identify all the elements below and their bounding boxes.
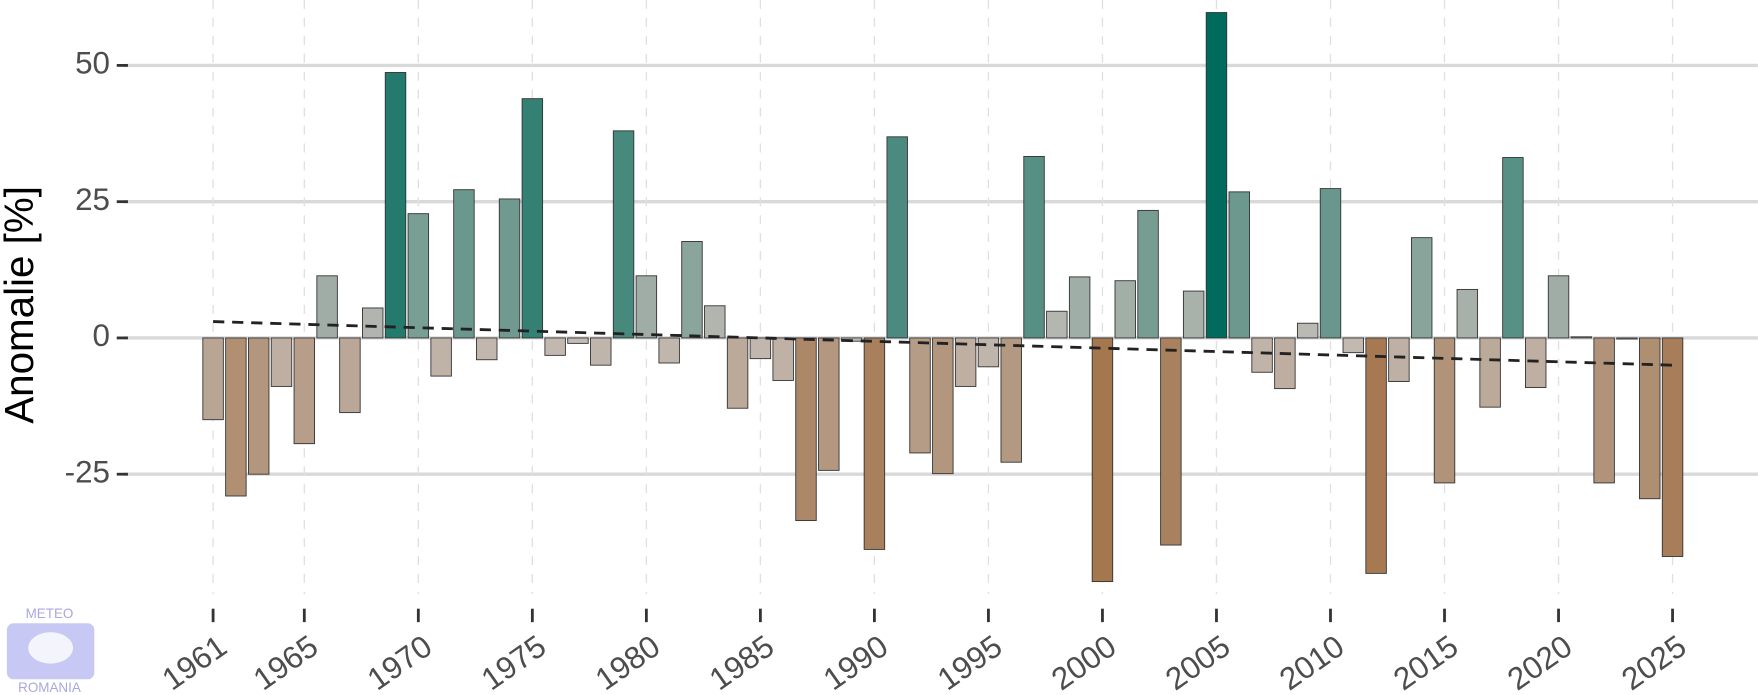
bar	[453, 189, 475, 339]
bar	[612, 130, 635, 339]
logo-sun	[28, 632, 74, 664]
bar	[1433, 337, 1456, 484]
bar	[1547, 275, 1570, 339]
bar	[1502, 157, 1524, 339]
bar	[430, 337, 452, 377]
bar	[1456, 288, 1479, 339]
logo-text: METEO	[26, 606, 74, 621]
bar	[1274, 337, 1296, 390]
bar	[658, 337, 680, 364]
bar	[1525, 337, 1547, 388]
x-tick-label: 2000	[1045, 628, 1122, 695]
bar	[1342, 337, 1365, 354]
bar	[886, 136, 908, 339]
bar	[567, 337, 589, 344]
bar	[1091, 337, 1114, 583]
bar	[772, 337, 794, 381]
bar	[544, 337, 566, 356]
bar	[316, 275, 338, 339]
bar	[1046, 310, 1068, 339]
y-axis-label: Anomalie [%]	[0, 186, 42, 424]
bar	[1479, 337, 1501, 408]
bar	[1593, 337, 1615, 484]
x-tick-label: 2005	[1159, 628, 1236, 695]
bar	[225, 337, 247, 497]
bar	[1228, 191, 1250, 339]
bar	[1639, 337, 1661, 500]
x-tick-label: 1961	[156, 628, 233, 695]
x-tick-label: 2020	[1501, 628, 1578, 695]
bar	[932, 337, 954, 475]
bar	[498, 198, 521, 339]
bar	[590, 337, 612, 366]
y-tick-label: -25	[65, 454, 110, 489]
bar	[704, 305, 726, 339]
bar	[1296, 322, 1319, 339]
bar	[954, 337, 977, 387]
bar	[1570, 336, 1593, 339]
bar	[1319, 188, 1342, 339]
bar	[909, 337, 931, 454]
bar	[247, 337, 270, 475]
bar	[635, 275, 658, 339]
bar	[1137, 209, 1159, 339]
bar	[749, 337, 772, 360]
bar	[362, 307, 384, 339]
bar	[1205, 12, 1228, 339]
bar	[384, 72, 407, 339]
x-tick-label: 1985	[703, 628, 780, 695]
bar	[1000, 337, 1022, 463]
x-tick-label: 1995	[931, 628, 1008, 695]
x-tick-label: 1965	[247, 628, 324, 695]
bar	[293, 337, 316, 445]
bar	[977, 337, 1000, 368]
bar	[1661, 337, 1684, 557]
bar	[270, 337, 293, 387]
bar	[476, 337, 498, 361]
bar	[202, 337, 224, 421]
bar	[407, 213, 430, 339]
bar	[818, 337, 840, 471]
bar	[339, 337, 361, 414]
bar	[681, 241, 703, 339]
y-tick-label: 50	[75, 46, 110, 81]
x-tick-label: 1975	[475, 628, 552, 695]
x-tick-label: 1990	[817, 628, 894, 695]
x-tick-label: 1980	[589, 628, 666, 695]
bar	[1068, 276, 1091, 339]
x-tick-label: 2025	[1615, 628, 1692, 695]
bar	[863, 337, 886, 550]
bar	[795, 337, 817, 521]
trend-line	[213, 320, 1673, 367]
logo-text: ROMANIA	[18, 680, 81, 695]
bar	[1616, 337, 1638, 340]
x-tick-label: 2010	[1273, 628, 1350, 695]
x-tick-label: 1970	[361, 628, 438, 695]
bar	[1388, 337, 1410, 382]
bar	[1023, 155, 1045, 339]
y-tick-label: 0	[93, 318, 110, 353]
logo: METEO ROMANIA	[6, 606, 95, 695]
bar	[726, 337, 749, 409]
bar	[521, 98, 544, 339]
x-tick-label: 2015	[1387, 628, 1464, 695]
y-tick-label: 25	[75, 182, 110, 217]
bar	[1114, 280, 1136, 339]
bar	[1365, 337, 1387, 574]
bar	[1182, 290, 1205, 339]
bar	[1160, 337, 1182, 546]
bar	[1410, 237, 1433, 339]
bar	[1251, 337, 1273, 373]
